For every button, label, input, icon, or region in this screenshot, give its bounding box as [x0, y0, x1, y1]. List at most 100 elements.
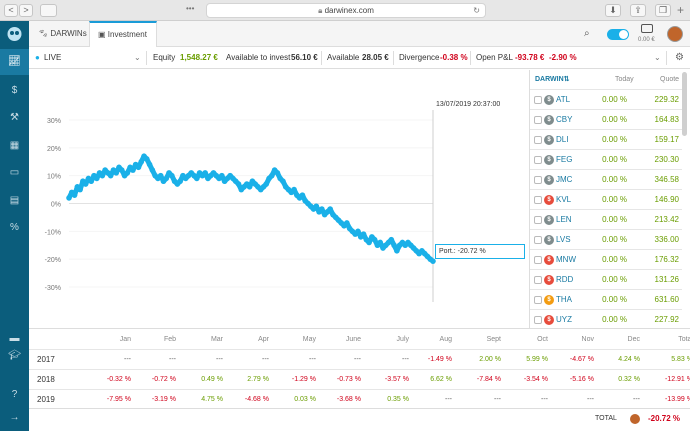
dollar-icon: $ — [544, 255, 554, 265]
tooltip-text: Port.: -20.72 % — [439, 248, 486, 255]
search-icon[interactable]: ⌕ — [584, 28, 590, 39]
darwin-row[interactable]: $ ATL 0.00 % 229.32 — [530, 89, 682, 109]
percent-icon: % — [10, 222, 19, 233]
y-tick-label: -10% — [45, 229, 61, 236]
share-button[interactable]: ⇪ — [630, 4, 646, 17]
return-cell: -13.99 % — [664, 396, 690, 403]
data-point — [177, 178, 183, 185]
mode-toggle[interactable] — [607, 29, 629, 40]
sidebar-item-tools[interactable]: ⚒ — [7, 110, 22, 125]
darwin-name[interactable]: UYZ — [556, 315, 572, 324]
gear-icon[interactable]: ⚙ — [675, 52, 684, 63]
sidebar-item-investment[interactable]: 📈︎ — [0, 49, 29, 75]
darwin-name[interactable]: LEN — [556, 215, 572, 224]
forward-button[interactable]: > — [19, 4, 33, 17]
darwin-checkbox[interactable] — [534, 216, 542, 224]
darwin-checkbox[interactable] — [534, 256, 542, 264]
data-point — [82, 181, 89, 187]
darwin-list-scrollbar[interactable] — [682, 72, 687, 136]
chart-svg: 30% 20% 10% 0% -10% -20% -30% — [45, 110, 436, 302]
wallet-icon[interactable] — [641, 24, 653, 33]
tab-investment[interactable]: ▣ Investment — [89, 21, 157, 47]
darwinex-logo[interactable] — [0, 21, 29, 47]
dollar-icon: $ — [544, 295, 554, 305]
darwin-name[interactable]: KVL — [556, 195, 572, 204]
darwin-name[interactable]: THA — [556, 295, 572, 304]
pnl-value: -93.78 € — [515, 53, 545, 62]
dollar-icon: $ — [544, 195, 554, 205]
sidebar-item-academy[interactable]: 🎓︎ — [7, 348, 22, 363]
sidebar: 📈︎ $ ⚒ ▦ ▭ ▤ % ▬ 🎓︎ ? → — [0, 47, 29, 431]
darwin-name[interactable]: ATL — [556, 95, 571, 104]
darwin-row[interactable]: $ JMC 0.00 % 346.58 — [530, 169, 682, 189]
darwin-checkbox[interactable] — [534, 276, 542, 284]
equity-label: Equity — [153, 53, 176, 62]
divergence-value: -0.38 % — [440, 53, 468, 62]
darwin-checkbox[interactable] — [534, 96, 542, 104]
darwin-name[interactable]: MNW — [556, 255, 576, 264]
darwin-checkbox[interactable] — [534, 136, 542, 144]
darwin-row[interactable]: $ UYZ 0.00 % 227.92 — [530, 309, 682, 329]
download-button[interactable]: ⬇ — [605, 4, 621, 17]
darwin-name[interactable]: DLI — [556, 135, 569, 144]
sidebar-item-help[interactable]: ? — [7, 387, 22, 402]
darwin-checkbox[interactable] — [534, 116, 542, 124]
darwin-today: 0.00 % — [602, 255, 627, 264]
return-cell: -7.84 % — [476, 376, 501, 383]
sidebar-item-chat[interactable]: ▬ — [7, 331, 22, 346]
sidebar-item-money[interactable]: $ — [7, 83, 22, 98]
darwin-row[interactable]: $ RDD 0.00 % 131.26 — [530, 269, 682, 289]
darwin-row[interactable]: $ MNW 0.00 % 176.32 — [530, 249, 682, 269]
new-tab-button[interactable]: + — [677, 3, 685, 17]
back-button[interactable]: < — [4, 4, 18, 17]
darwin-checkbox[interactable] — [534, 156, 542, 164]
tab-overview-icon[interactable]: ••• — [186, 4, 195, 13]
owl-logo-icon — [7, 27, 22, 41]
tab-darwins[interactable]: 🐾︎ DARWINs — [32, 21, 88, 47]
month-header: May — [302, 336, 316, 343]
darwin-name[interactable]: RDD — [556, 275, 574, 284]
reload-icon[interactable]: ↻ — [473, 6, 480, 15]
return-cell: --- — [587, 396, 594, 403]
darwin-checkbox[interactable] — [534, 236, 542, 244]
darwin-row[interactable]: $ FEG 0.00 % 230.30 — [530, 149, 682, 169]
url-bar[interactable]: 🔒︎ darwinex.com ↻ — [206, 3, 486, 18]
col-darwin-header[interactable]: DARWIN⇅ — [535, 76, 570, 83]
sidebar-item-percent[interactable]: % — [7, 220, 22, 235]
chevron-down-icon[interactable]: ⌄ — [134, 53, 141, 62]
darwin-checkbox[interactable] — [534, 296, 542, 304]
darwin-name[interactable]: FEG — [556, 155, 573, 164]
divergence-label: Divergence — [399, 53, 440, 62]
darwin-quote: 164.83 — [654, 115, 679, 124]
data-point — [157, 172, 164, 179]
data-point — [246, 184, 253, 190]
darwin-row[interactable]: $ THA 0.00 % 631.60 — [530, 289, 682, 309]
darwin-name[interactable]: CBY — [556, 115, 573, 124]
sidebar-item-wallet[interactable]: ▤ — [7, 193, 22, 208]
darwin-row[interactable]: $ KVL 0.00 % 146.90 — [530, 189, 682, 209]
month-header: Oct — [537, 336, 548, 343]
portfolio-chart[interactable]: 30% 20% 10% 0% -10% -20% -30% 13/07/2019 20:37… — [29, 70, 529, 328]
darwin-checkbox[interactable] — [534, 316, 542, 324]
avatar[interactable] — [667, 26, 683, 42]
sidebar-item-calendar[interactable]: ▦ — [7, 138, 22, 153]
mode-select[interactable]: LIVE — [44, 53, 62, 62]
darwin-row[interactable]: $ LEN 0.00 % 213.42 — [530, 209, 682, 229]
darwin-row[interactable]: $ CBY 0.00 % 164.83 — [530, 109, 682, 129]
chevron-down-icon[interactable]: ⌄ — [654, 53, 661, 62]
year-label: 2019 — [37, 395, 55, 404]
sidebar-item-logout[interactable]: → — [7, 410, 22, 425]
data-point — [66, 195, 72, 201]
sidebar-toggle-button[interactable] — [40, 4, 57, 17]
darwin-name[interactable]: LVS — [556, 235, 571, 244]
darwin-row[interactable]: $ LVS 0.00 % 336.00 — [530, 229, 682, 249]
darwin-checkbox[interactable] — [534, 196, 542, 204]
darwin-row[interactable]: $ DLI 0.00 % 159.17 — [530, 129, 682, 149]
darwin-today: 0.00 % — [602, 175, 627, 184]
sidebar-item-cash[interactable]: ▭ — [7, 165, 22, 180]
darwin-today: 0.00 % — [602, 95, 627, 104]
darwin-name[interactable]: JMC — [556, 175, 573, 184]
darwin-checkbox[interactable] — [534, 176, 542, 184]
return-cell: --- — [445, 396, 452, 403]
tabs-button[interactable]: ❐ — [655, 4, 671, 17]
